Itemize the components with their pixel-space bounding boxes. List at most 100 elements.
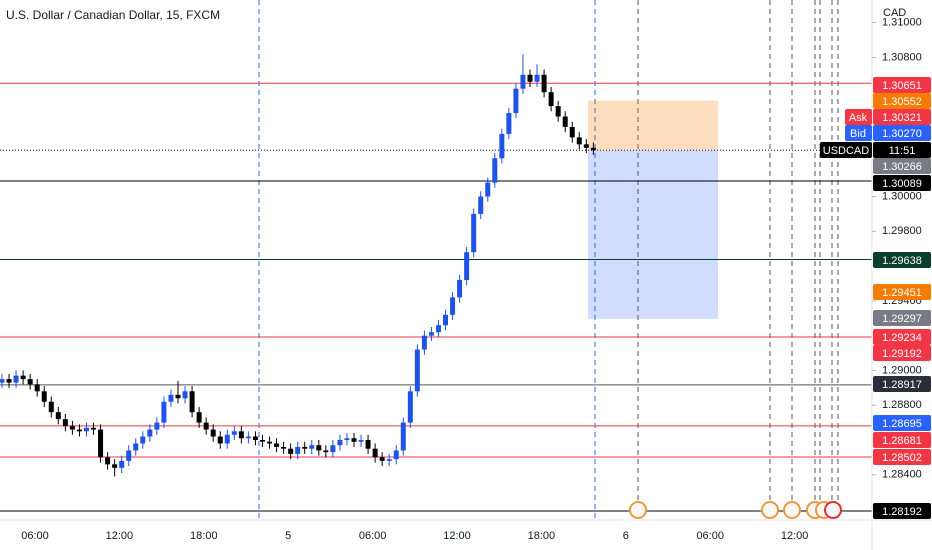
- candle-body: [288, 448, 294, 454]
- session-lines: [258, 0, 839, 520]
- candle-body: [485, 182, 491, 197]
- candle-body: [506, 113, 512, 134]
- candle-body: [55, 412, 61, 420]
- candle-body: [105, 457, 111, 465]
- x-tick-label: 5: [285, 530, 291, 542]
- candle-body: [330, 445, 336, 453]
- candle-body: [245, 436, 251, 439]
- price-tag-label: 1.29297: [882, 313, 922, 325]
- candle-body: [210, 429, 216, 437]
- candle-body: [126, 450, 132, 461]
- candle-body: [548, 92, 554, 107]
- symbol-tag: [820, 142, 872, 158]
- candle-body: [41, 391, 47, 402]
- event-icons[interactable]: [629, 501, 842, 519]
- price-tag: [873, 376, 931, 392]
- price-tag: [873, 345, 931, 361]
- candle-body: [372, 448, 378, 458]
- candle-body: [133, 443, 139, 451]
- countdown-label: 11:51: [889, 145, 916, 157]
- candle-body: [189, 391, 195, 413]
- candle-body: [457, 280, 463, 298]
- candle-body: [231, 431, 237, 435]
- candle-body: [421, 335, 427, 350]
- candle-body: [76, 429, 82, 432]
- candle-body: [13, 375, 19, 383]
- x-tick-label: 12:00: [781, 530, 809, 542]
- price-tag: [873, 252, 931, 268]
- candle-body: [238, 431, 244, 439]
- price-tag-label: 1.28502: [882, 452, 922, 464]
- candle-body: [0, 379, 5, 383]
- price-tag-prefix: [845, 125, 872, 141]
- x-tick-label: 06:00: [696, 530, 724, 542]
- price-tag-label: 1.30321: [882, 112, 922, 124]
- y-tick-label: 1.30000: [882, 190, 922, 202]
- x-tick-label: 18:00: [528, 530, 556, 542]
- event-icon[interactable]: [824, 501, 842, 519]
- candle-body: [69, 426, 75, 430]
- event-icon[interactable]: [761, 501, 779, 519]
- price-tag-label: 1.28681: [882, 435, 922, 447]
- y-tick-label: 1.31000: [882, 17, 922, 29]
- price-tag: [873, 432, 931, 448]
- x-tick-label: 06:00: [21, 530, 49, 542]
- candle-body: [267, 441, 273, 444]
- candle-body: [119, 460, 125, 468]
- candle-body: [34, 384, 40, 392]
- price-tag: [873, 284, 931, 300]
- candle-body: [309, 445, 315, 449]
- candle-body: [590, 147, 596, 151]
- candle-body: [358, 440, 364, 442]
- candle-body: [48, 401, 54, 413]
- price-tag: [873, 503, 931, 519]
- symbol-tag-label: USDCAD: [823, 145, 870, 157]
- candle-body: [83, 427, 89, 432]
- candle-body: [112, 464, 118, 468]
- candle-body: [351, 438, 357, 442]
- event-icon[interactable]: [629, 501, 647, 519]
- candle-body: [168, 394, 174, 402]
- candle-body: [27, 379, 33, 385]
- candle-body: [541, 74, 547, 93]
- y-tick-label: 1.28800: [882, 399, 922, 411]
- candle-body: [583, 144, 589, 148]
- y-tick-label: 1.28400: [882, 469, 922, 481]
- price-tag: [873, 109, 931, 125]
- x-tick-label: 06:00: [359, 530, 387, 542]
- price-tag: [873, 449, 931, 465]
- candle-body: [520, 74, 526, 89]
- candle-body: [379, 457, 385, 461]
- candle-body: [98, 429, 104, 458]
- candle-body: [20, 375, 26, 380]
- candle-body: [323, 450, 329, 453]
- candle-body: [196, 412, 202, 423]
- y-tick-label: 1.29000: [882, 364, 922, 376]
- price-tag-prefix: [845, 109, 872, 125]
- price-tag: [873, 93, 931, 109]
- event-icon[interactable]: [783, 501, 801, 519]
- price-tag-label: 1.28192: [882, 506, 922, 518]
- price-tag-label: 1.29192: [882, 348, 922, 360]
- candle-body: [316, 445, 322, 451]
- candle-body: [428, 332, 434, 336]
- price-tag-label: 1.29451: [882, 287, 922, 299]
- price-tag: [873, 329, 931, 345]
- candle-body: [562, 116, 568, 127]
- candle-body: [295, 446, 301, 454]
- candle-body: [555, 106, 561, 117]
- price-tag: [873, 158, 931, 174]
- x-tick-label: 18:00: [190, 530, 218, 542]
- candle-body: [147, 429, 153, 437]
- candle-body: [274, 443, 280, 447]
- x-tick-label: 12:00: [106, 530, 134, 542]
- candle-body: [386, 459, 392, 461]
- price-tag-label: 1.30270: [882, 128, 922, 140]
- price-tag-label: 1.28695: [882, 418, 922, 430]
- candle-body: [182, 391, 188, 399]
- price-tag: [873, 77, 931, 93]
- candle-body: [161, 401, 167, 423]
- loss-zone: [588, 150, 718, 319]
- candle-body: [534, 74, 540, 82]
